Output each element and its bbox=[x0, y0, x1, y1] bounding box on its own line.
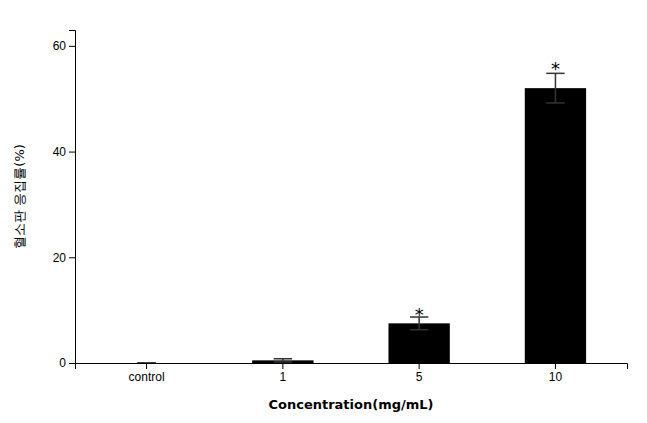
y-tick-label: 60 bbox=[53, 39, 67, 53]
annotations: ** bbox=[415, 58, 560, 325]
x-axis-title: Concentration(mg/mL) bbox=[268, 397, 433, 412]
x-tick-label: 5 bbox=[416, 370, 423, 384]
y-tick-mark bbox=[69, 257, 75, 258]
y-tick-label: 40 bbox=[53, 145, 67, 159]
error-bar-cap bbox=[137, 362, 155, 363]
bar bbox=[116, 363, 177, 364]
error-bar-cap bbox=[274, 361, 292, 363]
x-tick: 1 bbox=[280, 363, 287, 384]
y-axis: 0 20 40 60 bbox=[53, 31, 76, 371]
x-tick-mark bbox=[419, 363, 420, 369]
x-tick-mark bbox=[146, 363, 147, 369]
y-tick-label: 20 bbox=[53, 251, 67, 265]
chart: control15100204060**Concentration(mg/mL)… bbox=[0, 0, 647, 423]
y-tick: 0 bbox=[59, 356, 75, 370]
error-bar-cap bbox=[137, 362, 155, 363]
error-bar-cap bbox=[274, 358, 292, 360]
annotation: * bbox=[415, 304, 424, 325]
y-axis-line bbox=[69, 31, 76, 364]
x-axis: control 1 5 10 bbox=[76, 363, 628, 384]
annotation: * bbox=[551, 58, 560, 79]
error-bar-cap bbox=[410, 329, 428, 331]
x-tick-mark bbox=[555, 363, 556, 369]
x-axis-line bbox=[76, 364, 628, 370]
x-tick-mark bbox=[282, 363, 283, 369]
x-tick: 10 bbox=[549, 363, 563, 384]
bar bbox=[525, 88, 586, 363]
x-tick-label: 10 bbox=[549, 370, 563, 384]
error-bar-cap bbox=[546, 102, 564, 104]
x-tick-label: control bbox=[129, 370, 165, 384]
y-tick-mark bbox=[69, 46, 75, 47]
y-axis-title: 혈소판 응집률(%) bbox=[12, 144, 27, 249]
x-tick: control bbox=[129, 363, 165, 384]
x-tick-label: 1 bbox=[280, 370, 287, 384]
marks bbox=[137, 73, 586, 363]
y-tick: 40 bbox=[53, 145, 75, 159]
plot: control15100204060** bbox=[53, 31, 628, 384]
y-tick-mark bbox=[69, 363, 75, 364]
y-tick: 60 bbox=[53, 39, 75, 53]
y-tick-label: 0 bbox=[59, 356, 66, 370]
error-bar bbox=[137, 363, 155, 364]
x-tick: 5 bbox=[416, 363, 423, 384]
bar bbox=[388, 323, 449, 363]
y-tick-mark bbox=[69, 152, 75, 153]
error-bar bbox=[274, 359, 292, 362]
y-tick: 20 bbox=[53, 251, 75, 265]
